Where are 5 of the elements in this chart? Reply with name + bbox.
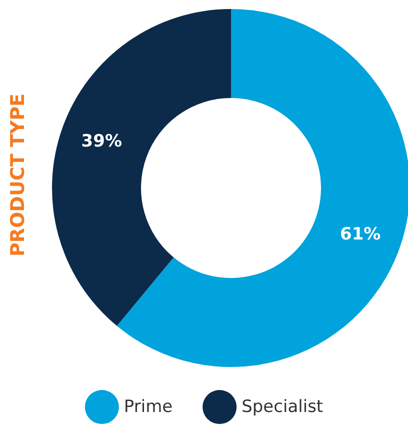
legend-label: Specialist bbox=[242, 397, 324, 417]
text: PRODUCT TYPE bbox=[7, 93, 29, 257]
data-label: 61% bbox=[340, 224, 381, 245]
data-label: 39% bbox=[81, 131, 122, 152]
legend-label: Prime bbox=[124, 397, 173, 417]
